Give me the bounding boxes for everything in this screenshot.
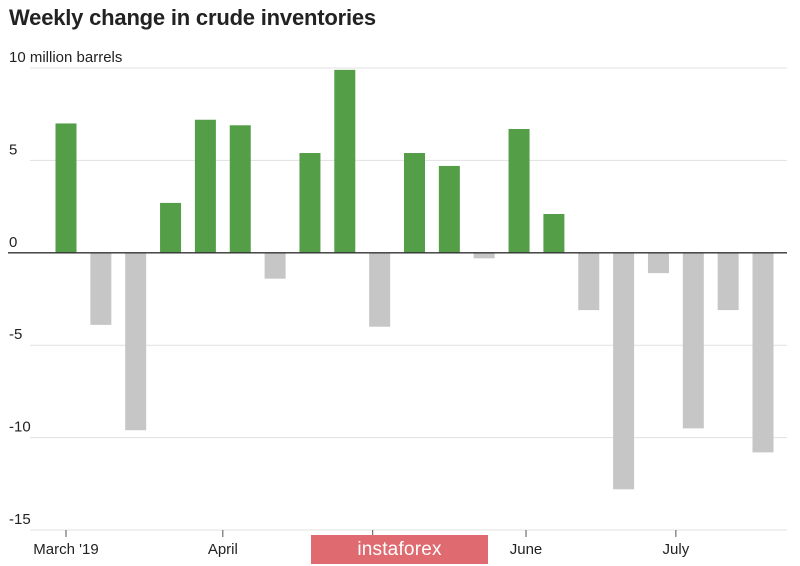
y-tick-label: -10 (9, 419, 31, 436)
bar (334, 69, 356, 253)
bar (508, 128, 530, 253)
bar (369, 252, 391, 327)
bar (682, 252, 704, 429)
bar (55, 123, 77, 253)
bar (752, 252, 774, 453)
y-tick-label: 10 million barrels (9, 49, 122, 66)
x-tick-label: March '19 (33, 541, 98, 558)
bar (438, 165, 460, 253)
bar (264, 252, 286, 279)
instaforex-watermark: instaforex (311, 535, 488, 564)
x-tick-label: April (208, 541, 238, 558)
bar (404, 153, 425, 253)
x-tick-label: June (510, 541, 543, 558)
chart-title: Weekly change in crude inventories (9, 5, 376, 30)
bar (717, 252, 739, 311)
bar (543, 213, 565, 253)
y-tick-label: 0 (9, 234, 17, 251)
y-tick-label: -15 (9, 511, 31, 528)
bar (578, 252, 600, 311)
y-tick-label: 5 (9, 141, 17, 158)
x-tick-label: July (663, 541, 690, 558)
bar (299, 153, 321, 253)
bar (194, 119, 216, 253)
bar (473, 252, 495, 259)
bar (613, 252, 635, 490)
y-tick-label: -5 (9, 326, 22, 343)
bar (125, 252, 147, 431)
bar (647, 252, 669, 274)
bar (229, 125, 251, 253)
bar (160, 202, 182, 253)
bar (90, 252, 112, 325)
